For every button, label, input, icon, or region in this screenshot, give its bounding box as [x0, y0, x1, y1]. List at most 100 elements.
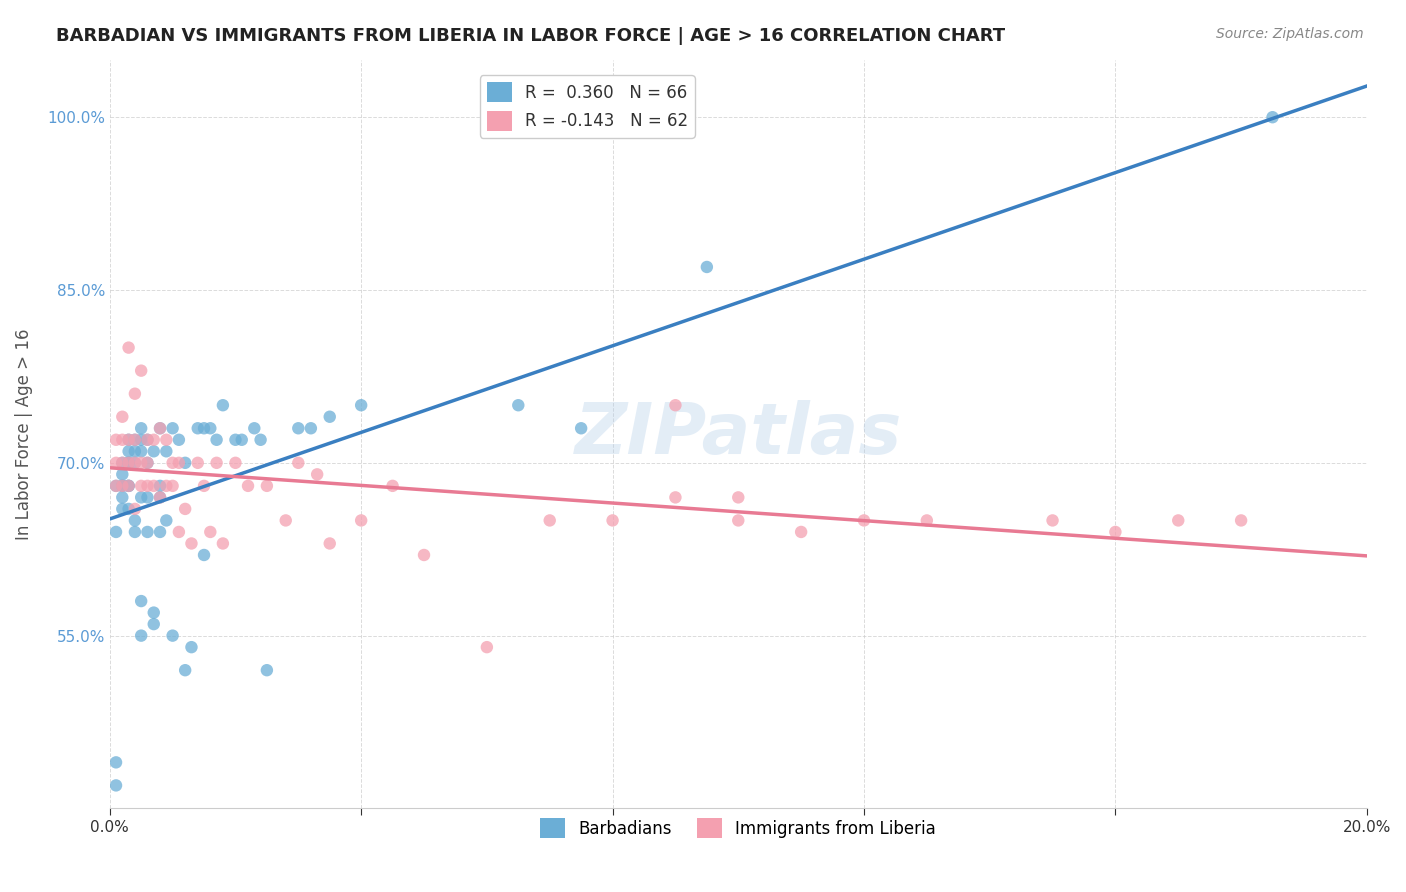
Point: [205, 433, 228, 447]
Text: Source: ZipAtlas.com: Source: ZipAtlas.com: [1216, 27, 1364, 41]
Point: [117, 479, 139, 493]
Point: [111, 467, 134, 482]
Point: [136, 479, 159, 493]
Point: [155, 444, 177, 458]
Point: [129, 594, 152, 608]
Point: [187, 456, 209, 470]
Point: [174, 663, 197, 677]
Point: [350, 398, 373, 412]
Point: [174, 502, 197, 516]
Text: BARBADIAN VS IMMIGRANTS FROM LIBERIA IN LABOR FORCE | AGE > 16 CORRELATION CHART: BARBADIAN VS IMMIGRANTS FROM LIBERIA IN …: [56, 27, 1005, 45]
Point: [381, 479, 404, 493]
Point: [664, 398, 686, 412]
Point: [853, 513, 876, 527]
Point: [105, 479, 128, 493]
Point: [142, 617, 165, 632]
Point: [167, 456, 190, 470]
Point: [111, 456, 134, 470]
Point: [319, 536, 342, 550]
Point: [111, 491, 134, 505]
Point: [162, 629, 184, 643]
Point: [124, 433, 146, 447]
Point: [475, 640, 498, 655]
Point: [105, 433, 128, 447]
Point: [117, 479, 139, 493]
Point: [212, 398, 235, 412]
Point: [162, 456, 184, 470]
Point: [105, 479, 128, 493]
Point: [105, 524, 128, 539]
Point: [569, 421, 592, 435]
Point: [200, 524, 222, 539]
Point: [187, 421, 209, 435]
Point: [790, 524, 813, 539]
Point: [124, 456, 146, 470]
Point: [205, 456, 228, 470]
Point: [727, 513, 749, 527]
Point: [124, 386, 146, 401]
Point: [319, 409, 342, 424]
Point: [117, 433, 139, 447]
Point: [124, 444, 146, 458]
Point: [1261, 110, 1284, 124]
Point: [149, 524, 172, 539]
Point: [142, 606, 165, 620]
Legend: Barbadians, Immigrants from Liberia: Barbadians, Immigrants from Liberia: [534, 812, 943, 845]
Point: [142, 433, 165, 447]
Point: [142, 479, 165, 493]
Point: [136, 491, 159, 505]
Point: [117, 433, 139, 447]
Point: [287, 421, 309, 435]
Point: [136, 524, 159, 539]
Point: [193, 479, 215, 493]
Point: [200, 421, 222, 435]
Point: [129, 364, 152, 378]
Y-axis label: In Labor Force | Age > 16: In Labor Force | Age > 16: [15, 328, 32, 540]
Point: [193, 548, 215, 562]
Point: [696, 260, 718, 274]
Point: [129, 433, 152, 447]
Point: [149, 421, 172, 435]
Point: [149, 491, 172, 505]
Point: [180, 640, 202, 655]
Point: [1167, 513, 1189, 527]
Point: [212, 536, 235, 550]
Point: [117, 444, 139, 458]
Point: [129, 629, 152, 643]
Point: [124, 433, 146, 447]
Point: [274, 513, 297, 527]
Point: [149, 491, 172, 505]
Point: [117, 456, 139, 470]
Point: [129, 456, 152, 470]
Point: [129, 444, 152, 458]
Point: [129, 491, 152, 505]
Point: [111, 479, 134, 493]
Point: [149, 479, 172, 493]
Point: [224, 433, 246, 447]
Point: [111, 479, 134, 493]
Point: [167, 524, 190, 539]
Point: [231, 433, 253, 447]
Point: [162, 421, 184, 435]
Point: [124, 513, 146, 527]
Point: [249, 433, 271, 447]
Point: [142, 444, 165, 458]
Point: [1042, 513, 1064, 527]
Point: [299, 421, 322, 435]
Point: [129, 479, 152, 493]
Point: [124, 456, 146, 470]
Point: [111, 502, 134, 516]
Point: [105, 756, 128, 770]
Point: [162, 479, 184, 493]
Point: [136, 433, 159, 447]
Point: [236, 479, 259, 493]
Point: [111, 409, 134, 424]
Point: [111, 433, 134, 447]
Point: [117, 456, 139, 470]
Point: [155, 513, 177, 527]
Point: [193, 421, 215, 435]
Point: [136, 456, 159, 470]
Point: [256, 479, 278, 493]
Point: [1104, 524, 1126, 539]
Point: [155, 433, 177, 447]
